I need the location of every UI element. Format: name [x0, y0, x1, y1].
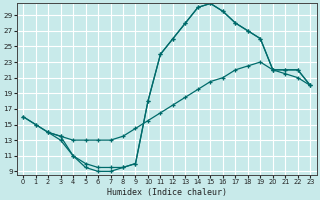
X-axis label: Humidex (Indice chaleur): Humidex (Indice chaleur) — [107, 188, 227, 197]
